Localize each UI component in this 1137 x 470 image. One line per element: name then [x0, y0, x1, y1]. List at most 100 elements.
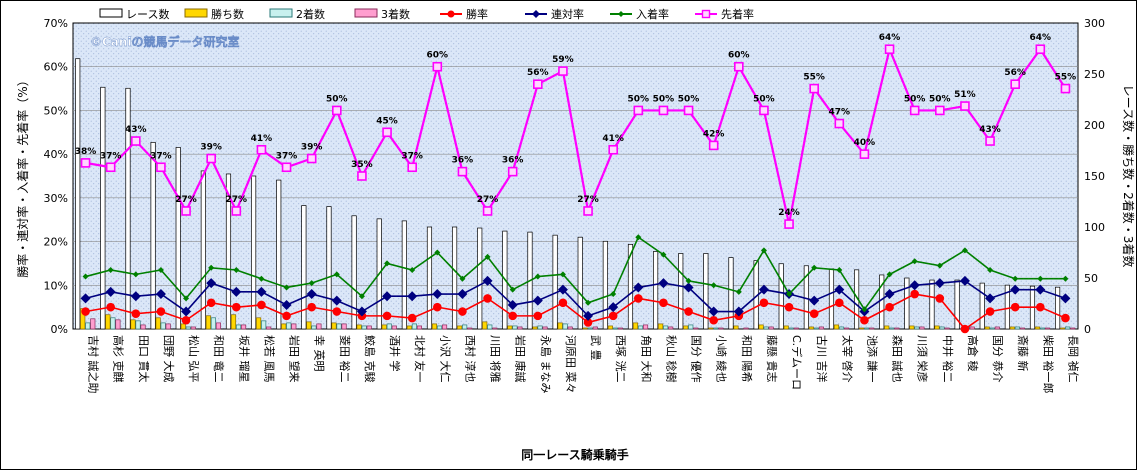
data-label: 38% — [75, 147, 97, 157]
left-tick-label: 30% — [44, 192, 68, 205]
point — [1035, 284, 1046, 295]
x-tick-label: 吉村 誠之助 — [87, 335, 101, 394]
bar — [1060, 327, 1066, 330]
point — [1010, 79, 1020, 89]
point — [231, 206, 242, 216]
right-axis-ticks: 0 50 100 150 200 250 300 — [1084, 17, 1105, 336]
point — [306, 153, 317, 164]
point — [1060, 293, 1071, 304]
bar — [813, 327, 819, 330]
point — [283, 284, 290, 291]
x-tick-label: 菱田 裕二 — [338, 335, 351, 383]
point — [935, 294, 945, 303]
point — [206, 153, 216, 164]
point — [1012, 275, 1019, 282]
left-tick-label: 40% — [44, 148, 68, 161]
bar — [587, 327, 593, 330]
x-tick-label: 小沢 大仁 — [438, 335, 452, 383]
data-label: 37% — [276, 151, 298, 161]
x-tick-label: 太宰 啓介 — [840, 335, 854, 383]
bar — [326, 206, 332, 330]
point — [710, 282, 717, 289]
bar — [843, 327, 850, 330]
bar — [110, 317, 116, 330]
bar — [934, 325, 940, 330]
point — [132, 271, 139, 278]
point — [155, 289, 166, 300]
x-tick-label: 幸 英明 — [313, 335, 327, 372]
point — [961, 247, 968, 254]
x-tick-label: 坂井 瑠星 — [237, 335, 251, 383]
bar — [457, 325, 463, 330]
watermark: ©Caniの競馬データ研究室 — [90, 34, 240, 49]
bar — [562, 323, 568, 330]
legend-label: レース数 — [126, 8, 169, 21]
x-tick-label: 松山 弘平 — [187, 335, 201, 383]
bar — [1034, 326, 1041, 330]
x-tick-label: 国分 恭介 — [991, 335, 1004, 383]
point — [760, 247, 767, 254]
left-tick-label: 20% — [44, 236, 68, 249]
point — [1035, 44, 1046, 55]
bar — [864, 327, 870, 330]
point — [959, 275, 970, 286]
series-line — [85, 293, 1066, 331]
bar — [200, 170, 206, 330]
legend-label: 勝ち数 — [211, 7, 244, 21]
point — [634, 294, 643, 303]
bar — [230, 314, 237, 330]
point — [332, 307, 342, 316]
bar — [693, 327, 699, 330]
data-label: 60% — [427, 51, 449, 61]
bar — [884, 325, 890, 330]
data-label: 41% — [251, 134, 273, 144]
bar — [150, 141, 156, 330]
point — [533, 79, 543, 89]
bar — [859, 327, 865, 330]
bar — [426, 226, 433, 330]
legend-swatch — [184, 8, 208, 18]
left-tick-label: 50% — [44, 104, 68, 117]
point — [281, 162, 292, 173]
point — [407, 313, 417, 323]
point — [759, 105, 769, 116]
bar — [381, 324, 387, 330]
data-label: 50% — [326, 94, 348, 104]
bar — [909, 325, 915, 330]
x-tick-label: 酒井 学 — [388, 335, 402, 372]
point — [683, 105, 694, 116]
point — [357, 171, 367, 181]
line-series — [80, 44, 1071, 334]
right-tick-label: 100 — [1084, 221, 1105, 234]
bar — [351, 215, 357, 330]
right-axis-title: レース数・勝ち数・2着数・3着数 — [1121, 85, 1136, 268]
bar — [492, 327, 498, 330]
left-axis-ticks: 0% 10% 20% 30% 40% 50% 60% 70% — [44, 17, 68, 336]
bar — [713, 327, 719, 330]
bar — [1004, 284, 1010, 330]
point — [836, 266, 843, 273]
point — [407, 291, 418, 302]
bar — [507, 325, 513, 330]
data-label: 56% — [1004, 68, 1026, 78]
point — [835, 298, 844, 308]
bar — [592, 326, 598, 330]
bar — [75, 58, 81, 330]
point — [333, 271, 340, 278]
point — [532, 295, 543, 306]
point — [1010, 284, 1021, 295]
x-tick-label: 中井 裕二 — [941, 335, 955, 383]
bar — [266, 326, 272, 330]
point — [708, 140, 719, 151]
point — [107, 266, 114, 273]
point — [508, 311, 517, 321]
data-label: 50% — [904, 94, 926, 104]
point — [987, 266, 994, 273]
bar — [235, 324, 242, 330]
point — [910, 289, 919, 299]
x-tick-label: 和田 陽希 — [740, 335, 754, 383]
legend-swatch — [269, 8, 293, 18]
point — [233, 266, 240, 273]
bar — [637, 325, 644, 330]
legend-marker — [447, 10, 455, 18]
